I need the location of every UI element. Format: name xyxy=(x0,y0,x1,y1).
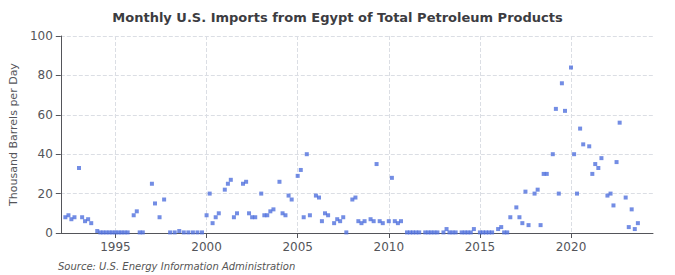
svg-text:2015: 2015 xyxy=(465,240,496,254)
svg-text:80: 80 xyxy=(38,68,53,82)
svg-text:2000: 2000 xyxy=(191,240,222,254)
svg-text:20: 20 xyxy=(38,187,53,201)
svg-text:100: 100 xyxy=(30,29,53,43)
svg-text:Source: U.S. Energy Informatio: Source: U.S. Energy Information Administ… xyxy=(58,261,295,272)
svg-text:1995: 1995 xyxy=(100,240,131,254)
svg-text:2005: 2005 xyxy=(282,240,313,254)
svg-text:Monthly U.S. Imports from Egyp: Monthly U.S. Imports from Egypt of Total… xyxy=(112,10,563,25)
svg-text:0: 0 xyxy=(45,226,53,240)
svg-text:60: 60 xyxy=(38,108,53,122)
svg-text:2020: 2020 xyxy=(556,240,587,254)
svg-text:2010: 2010 xyxy=(374,240,405,254)
svg-text:Thousand Barrels per Day: Thousand Barrels per Day xyxy=(7,63,20,207)
svg-text:40: 40 xyxy=(38,147,53,161)
